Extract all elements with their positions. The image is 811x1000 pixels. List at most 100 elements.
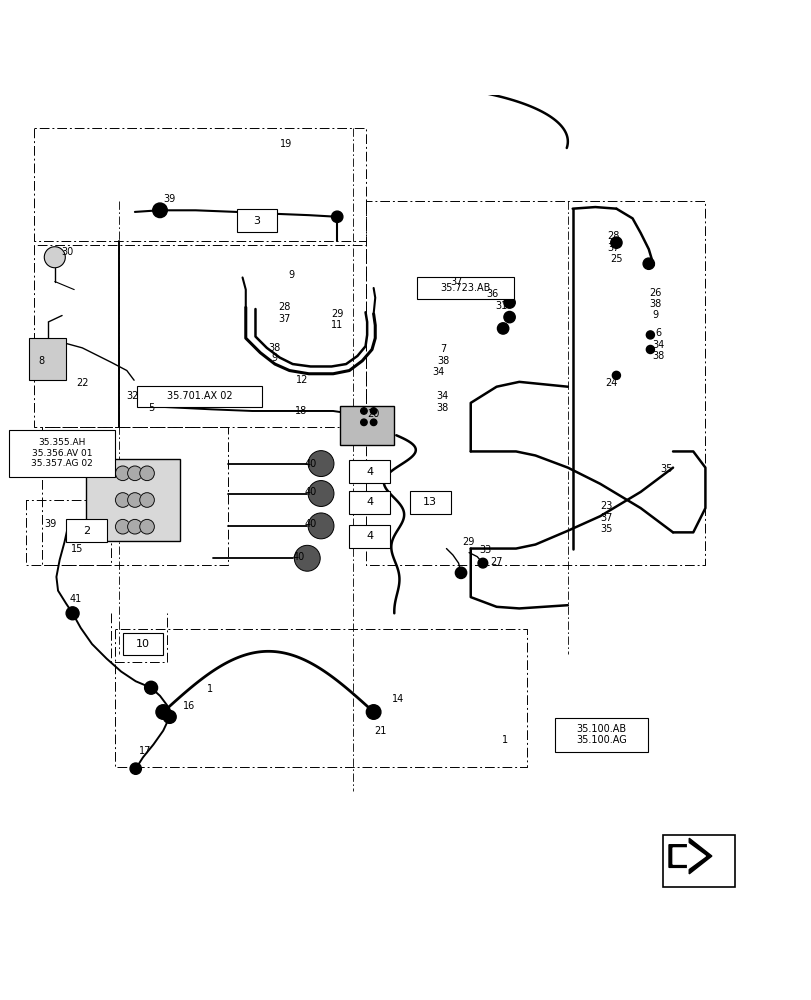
Text: 35.723.AB: 35.723.AB xyxy=(440,283,490,293)
Text: 31: 31 xyxy=(495,301,507,311)
Circle shape xyxy=(127,466,142,481)
FancyBboxPatch shape xyxy=(349,460,389,483)
Text: 34: 34 xyxy=(651,340,663,350)
Circle shape xyxy=(294,545,320,571)
Circle shape xyxy=(139,519,154,534)
Text: 21: 21 xyxy=(373,726,386,736)
FancyBboxPatch shape xyxy=(237,209,277,232)
Text: 18: 18 xyxy=(294,406,307,416)
Text: 35.100.AB
35.100.AG: 35.100.AB 35.100.AG xyxy=(576,724,626,745)
Text: 38: 38 xyxy=(651,351,663,361)
Text: 38: 38 xyxy=(436,356,448,366)
Circle shape xyxy=(144,681,157,694)
Circle shape xyxy=(163,710,176,723)
Circle shape xyxy=(360,419,367,426)
Text: 25: 25 xyxy=(609,254,622,264)
Text: 4: 4 xyxy=(366,467,373,477)
Text: 37: 37 xyxy=(600,513,612,523)
Text: 20: 20 xyxy=(367,409,380,419)
Polygon shape xyxy=(668,838,711,874)
Circle shape xyxy=(115,466,130,481)
Text: 40: 40 xyxy=(304,459,316,469)
Text: 3: 3 xyxy=(253,216,260,226)
Text: 35.701.AX 02: 35.701.AX 02 xyxy=(166,391,232,401)
Circle shape xyxy=(478,558,487,568)
Circle shape xyxy=(646,345,654,354)
FancyBboxPatch shape xyxy=(349,525,389,548)
Circle shape xyxy=(370,419,376,426)
Circle shape xyxy=(370,408,376,414)
Circle shape xyxy=(139,466,154,481)
FancyBboxPatch shape xyxy=(122,633,163,655)
Text: 39: 39 xyxy=(44,519,56,529)
Text: 1: 1 xyxy=(501,735,507,745)
Text: 38: 38 xyxy=(268,343,281,353)
Text: 7: 7 xyxy=(440,344,446,354)
Circle shape xyxy=(152,203,167,218)
Circle shape xyxy=(504,311,515,323)
Circle shape xyxy=(366,705,380,719)
Circle shape xyxy=(156,705,170,719)
Text: 41: 41 xyxy=(70,594,82,604)
Text: 23: 23 xyxy=(600,501,612,511)
FancyBboxPatch shape xyxy=(137,386,262,407)
Text: 39: 39 xyxy=(163,194,176,204)
Text: 34: 34 xyxy=(436,391,448,401)
Circle shape xyxy=(646,331,654,339)
Text: 40: 40 xyxy=(304,487,316,497)
Text: 36: 36 xyxy=(486,289,498,299)
FancyBboxPatch shape xyxy=(410,491,450,514)
Circle shape xyxy=(45,247,65,268)
FancyBboxPatch shape xyxy=(66,519,106,542)
Circle shape xyxy=(139,493,154,507)
Text: 37: 37 xyxy=(607,243,619,253)
Circle shape xyxy=(307,451,333,477)
FancyBboxPatch shape xyxy=(416,277,513,299)
Text: 37: 37 xyxy=(449,277,461,287)
Circle shape xyxy=(455,567,466,578)
Text: 4: 4 xyxy=(366,497,373,507)
Text: 9: 9 xyxy=(272,353,277,363)
Circle shape xyxy=(307,513,333,539)
Text: 35.355.AH
35.356.AV 01
35.357.AG 02: 35.355.AH 35.356.AV 01 35.357.AG 02 xyxy=(31,438,92,468)
Text: 27: 27 xyxy=(490,557,502,567)
Circle shape xyxy=(497,323,508,334)
Text: 28: 28 xyxy=(607,231,619,241)
Text: 32: 32 xyxy=(127,391,139,401)
Text: 8: 8 xyxy=(39,356,45,366)
Text: 28: 28 xyxy=(278,302,290,312)
Text: 33: 33 xyxy=(478,545,491,555)
Text: 1: 1 xyxy=(207,684,213,694)
Circle shape xyxy=(115,519,130,534)
Text: 17: 17 xyxy=(139,746,152,756)
Text: 29: 29 xyxy=(331,309,343,319)
Text: 29: 29 xyxy=(461,537,474,547)
FancyBboxPatch shape xyxy=(349,491,389,514)
Text: 10: 10 xyxy=(135,639,150,649)
Text: 15: 15 xyxy=(71,544,84,554)
FancyBboxPatch shape xyxy=(29,338,66,380)
Text: 35: 35 xyxy=(600,524,612,534)
Text: 6: 6 xyxy=(654,328,661,338)
Text: 24: 24 xyxy=(605,378,617,388)
Text: 12: 12 xyxy=(296,375,308,385)
Text: 4: 4 xyxy=(366,531,373,541)
Circle shape xyxy=(610,237,621,248)
FancyBboxPatch shape xyxy=(662,835,735,887)
Text: 14: 14 xyxy=(391,694,404,704)
Circle shape xyxy=(642,258,654,269)
Text: 26: 26 xyxy=(648,288,661,298)
Text: 2: 2 xyxy=(83,526,90,536)
Circle shape xyxy=(307,481,333,506)
Text: 5: 5 xyxy=(148,403,154,413)
Text: 40: 40 xyxy=(304,519,316,529)
Text: 38: 38 xyxy=(436,403,448,413)
Text: 22: 22 xyxy=(76,378,88,388)
Circle shape xyxy=(66,607,79,620)
Text: 19: 19 xyxy=(280,139,292,149)
Text: 30: 30 xyxy=(62,247,74,257)
Circle shape xyxy=(127,493,142,507)
FancyBboxPatch shape xyxy=(86,459,180,541)
Text: 9: 9 xyxy=(288,270,294,280)
FancyBboxPatch shape xyxy=(340,406,393,445)
